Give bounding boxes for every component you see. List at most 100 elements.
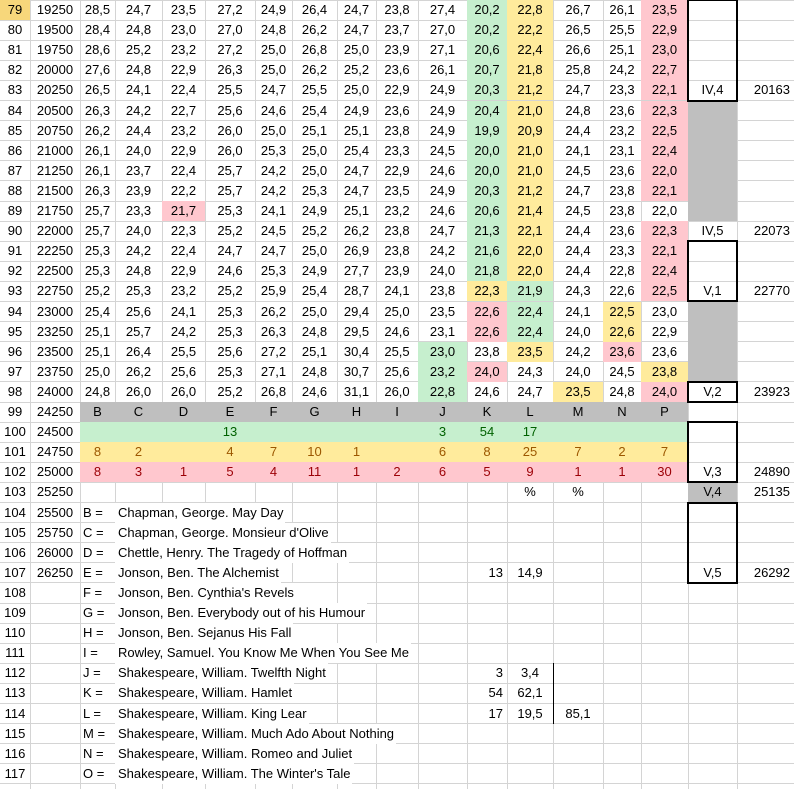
data-cell[interactable]: 23,0 — [418, 341, 467, 362]
data-cell[interactable]: 25,3 — [84, 263, 111, 279]
legend-title[interactable]: Chettle, Henry. The Tragedy of Hoffman — [115, 542, 350, 563]
legend-key[interactable]: K = — [83, 685, 103, 701]
data-cell[interactable]: 25,8 — [565, 62, 591, 78]
data-cell[interactable]: 22,8 — [507, 0, 553, 20]
data-cell[interactable]: 26,1 — [429, 62, 456, 78]
cell-a[interactable]: 24000 — [36, 383, 74, 399]
data-cell[interactable]: 25,0 — [384, 303, 410, 319]
data-cell[interactable]: 25,0 — [84, 363, 111, 379]
row-number[interactable]: 96 — [7, 343, 23, 359]
data-cell[interactable]: 24,6 — [301, 383, 328, 399]
data-cell[interactable]: 25,0 — [260, 122, 287, 138]
data-cell[interactable]: 23,2 — [170, 42, 197, 58]
data-cell[interactable]: 23,5 — [507, 341, 553, 362]
data-cell[interactable]: 26,1 — [609, 2, 635, 17]
data-cell[interactable]: 26,2 — [301, 22, 328, 38]
data-cell[interactable]: 24,8 — [260, 22, 287, 38]
count-cell[interactable]: 4 — [269, 464, 278, 480]
data-cell[interactable]: 24,3 — [565, 283, 591, 299]
data-cell[interactable]: 26,2 — [260, 303, 287, 319]
data-cell[interactable]: 28,6 — [84, 42, 111, 58]
legend-key[interactable]: J = — [83, 665, 101, 681]
column-letter[interactable]: F — [269, 404, 278, 419]
row-number[interactable]: 117 — [4, 765, 26, 781]
percent-value[interactable]: 3,4 — [520, 665, 540, 681]
act-scene-value[interactable]: 25135 — [753, 484, 790, 500]
legend-key[interactable]: L = — [83, 705, 101, 721]
data-cell[interactable]: 22,9 — [170, 62, 197, 78]
data-cell[interactable]: 22,4 — [170, 243, 197, 259]
data-cell[interactable]: 26,0 — [170, 383, 197, 399]
row-number[interactable]: 116 — [4, 745, 26, 761]
data-cell[interactable]: 25,7 — [217, 182, 243, 198]
row-number[interactable]: 115 — [4, 725, 26, 741]
data-cell[interactable]: 25,0 — [260, 42, 287, 58]
data-cell[interactable]: 22,1 — [641, 241, 688, 262]
data-cell[interactable]: 25,1 — [343, 203, 370, 218]
count-cell[interactable]: 7 — [269, 444, 278, 460]
data-cell[interactable]: 23,5 — [429, 303, 456, 319]
data-cell[interactable]: 24,7 — [429, 223, 456, 239]
cell-a[interactable]: 25250 — [36, 484, 74, 500]
data-cell[interactable]: 29,5 — [343, 323, 370, 339]
column-letter[interactable]: C — [133, 404, 144, 419]
count-cell[interactable]: 3 — [438, 424, 447, 440]
data-cell[interactable]: 24,8 — [565, 102, 591, 118]
data-cell[interactable]: 22,9 — [384, 82, 410, 98]
data-cell[interactable]: 25,0 — [343, 42, 370, 58]
data-cell[interactable]: 23,9 — [384, 263, 410, 279]
cell-a[interactable]: 19750 — [36, 42, 74, 58]
data-cell[interactable]: 25,2 — [217, 383, 243, 399]
data-cell[interactable]: 24,8 — [84, 383, 111, 399]
data-cell[interactable]: 22,3 — [170, 223, 197, 239]
data-cell[interactable]: 20,0 — [467, 160, 507, 181]
data-cell[interactable]: 26,0 — [125, 383, 152, 399]
cell-a[interactable]: 26000 — [36, 544, 74, 560]
count-cell[interactable]: 5 — [226, 464, 234, 480]
data-cell[interactable]: 26,7 — [565, 2, 591, 17]
cell-a[interactable]: 23000 — [36, 303, 74, 319]
cell-a[interactable] — [30, 663, 80, 683]
data-cell[interactable]: 24,0 — [429, 263, 456, 279]
data-cell[interactable]: 23,8 — [474, 343, 500, 359]
data-cell[interactable]: 25,2 — [217, 283, 243, 299]
data-cell[interactable]: 24,7 — [517, 383, 543, 399]
legend-title[interactable]: Jonson, Ben. Sejanus His Fall — [115, 623, 294, 644]
data-cell[interactable]: 22,5 — [641, 120, 688, 141]
count-cell[interactable]: 6 — [438, 464, 447, 480]
cell-a[interactable]: 22750 — [36, 283, 74, 299]
count-cell[interactable]: 9 — [526, 464, 534, 480]
data-cell[interactable]: 24,5 — [565, 162, 591, 178]
row-number[interactable]: 87 — [7, 162, 23, 178]
row-number[interactable]: 109 — [4, 605, 26, 620]
data-cell[interactable]: 25,4 — [84, 303, 111, 319]
data-cell[interactable]: 23,5 — [553, 381, 603, 402]
data-cell[interactable]: 22,4 — [507, 301, 553, 322]
row-number[interactable]: 81 — [7, 42, 23, 58]
data-cell[interactable]: 25,7 — [125, 323, 152, 339]
data-cell[interactable]: 24,7 — [260, 243, 287, 259]
data-cell[interactable]: 22,8 — [418, 381, 467, 402]
cell-a[interactable]: 24250 — [36, 404, 74, 419]
data-cell[interactable]: 24,6 — [429, 203, 456, 218]
data-cell[interactable]: 24,3 — [517, 363, 543, 379]
data-cell[interactable]: 25,6 — [384, 363, 410, 379]
act-scene-value[interactable]: 22073 — [753, 223, 790, 239]
data-cell[interactable]: 24,6 — [260, 102, 287, 118]
data-cell[interactable]: 23,6 — [609, 162, 635, 178]
legend-key[interactable]: B = — [83, 504, 103, 520]
data-cell[interactable]: 26,3 — [84, 182, 111, 198]
data-cell[interactable]: 24,2 — [609, 62, 635, 78]
legend-key[interactable]: N = — [83, 745, 104, 761]
data-cell[interactable]: 21,9 — [507, 281, 553, 302]
row-number[interactable]: 100 — [4, 424, 26, 440]
data-cell[interactable]: 28,5 — [84, 2, 111, 17]
data-cell[interactable]: 25,4 — [301, 102, 328, 118]
data-cell[interactable]: 23,8 — [609, 182, 635, 198]
word-count[interactable]: 54 — [488, 685, 503, 701]
row-number[interactable]: 82 — [7, 62, 23, 78]
data-cell[interactable]: 25,9 — [260, 283, 287, 299]
data-cell[interactable]: 24,2 — [125, 243, 152, 259]
total-percent[interactable]: 85,1 — [565, 705, 591, 721]
data-cell[interactable]: 24,9 — [301, 203, 328, 218]
